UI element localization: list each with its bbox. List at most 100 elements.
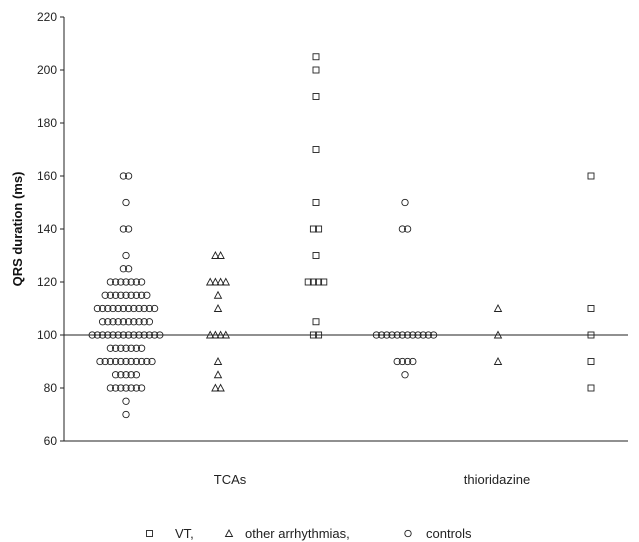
data-point-circle — [132, 371, 141, 379]
data-point-circle — [132, 291, 141, 299]
y-axis-title: QRS duration (ms) — [10, 172, 25, 287]
data-point-circle — [137, 344, 146, 352]
data-point-circle — [145, 318, 154, 326]
data-point-circle — [388, 331, 396, 339]
data-point-circle — [140, 318, 148, 326]
data-point-square — [315, 278, 323, 286]
data-point-square — [315, 225, 323, 233]
data-point-square — [587, 331, 595, 339]
data-point-square — [587, 305, 595, 312]
data-point-square — [312, 66, 320, 74]
data-point-triangle — [205, 277, 215, 286]
y-tick-label: 160 — [37, 169, 57, 183]
data-point-circle — [401, 198, 409, 207]
data-point-circle — [132, 357, 141, 366]
legend-vt-label: VT, — [175, 526, 194, 541]
data-point-circle — [117, 357, 125, 366]
data-point-circle — [111, 291, 120, 299]
data-point-circle — [106, 278, 115, 286]
data-point-circle — [104, 331, 112, 339]
data-point-circle — [117, 278, 125, 286]
data-point-circle — [140, 304, 148, 313]
data-point-triangle — [205, 330, 215, 339]
data-point-circle — [111, 371, 120, 379]
data-point-circle — [143, 357, 151, 366]
data-point-circle — [137, 357, 146, 366]
data-point-circle — [106, 384, 115, 392]
data-point-circle — [124, 225, 133, 233]
data-point-triangle — [216, 330, 225, 339]
data-point-circle — [117, 344, 125, 352]
data-point-triangle — [221, 277, 231, 286]
data-point-square — [312, 199, 320, 206]
data-point-circle — [122, 397, 130, 405]
data-point-circle — [127, 278, 135, 286]
data-point-circle — [119, 172, 128, 180]
data-point-triangle — [216, 383, 225, 392]
data-point-circle — [106, 344, 115, 352]
data-point-square — [320, 278, 328, 286]
data-point-circle — [132, 278, 141, 286]
data-point-circle — [132, 344, 141, 352]
data-point-circle — [424, 331, 433, 339]
data-point-circle — [393, 357, 401, 366]
data-point-triangle — [213, 357, 223, 365]
data-point-square — [304, 278, 312, 286]
data-point-circle — [414, 331, 422, 339]
data-point-circle — [93, 331, 102, 339]
data-point-circle — [377, 331, 386, 339]
data-point-circle — [111, 278, 120, 286]
data-point-circle — [98, 331, 107, 339]
data-point-circle — [114, 304, 122, 313]
data-point-circle — [122, 357, 130, 366]
data-point-circle — [88, 331, 96, 339]
data-point-triangle — [493, 330, 503, 339]
y-tick-label: 100 — [37, 328, 57, 342]
data-point-square — [315, 331, 323, 339]
data-point-circle — [114, 318, 122, 326]
y-tick-label: 60 — [44, 434, 58, 448]
data-point-circle — [429, 331, 438, 339]
data-point-circle — [122, 198, 130, 207]
data-point-circle — [127, 344, 135, 352]
data-point-triangle — [216, 251, 225, 259]
data-point-circle — [401, 371, 409, 379]
data-point-circle — [143, 291, 151, 299]
data-point-circle — [119, 265, 128, 273]
data-point-square — [587, 358, 595, 365]
data-point-circle — [124, 318, 133, 326]
data-point-circle — [148, 357, 156, 366]
data-point-circle — [98, 304, 107, 313]
data-point-circle — [96, 357, 104, 366]
data-point-triangle — [211, 330, 220, 339]
data-point-circle — [119, 225, 128, 233]
data-point-circle — [398, 331, 407, 339]
data-point-circle — [119, 304, 128, 313]
data-point-square — [312, 318, 320, 326]
data-point-triangle — [211, 383, 220, 392]
data-point-circle — [409, 357, 417, 366]
data-point-circle — [140, 331, 148, 339]
data-point-circle — [104, 304, 112, 313]
data-points — [88, 53, 595, 419]
data-point-circle — [127, 371, 135, 379]
data-point-circle — [145, 331, 154, 339]
data-point-circle — [127, 384, 135, 392]
data-point-circle — [419, 331, 427, 339]
group-label-tcas: TCAs — [214, 472, 247, 487]
data-point-circle — [127, 291, 135, 299]
data-point-triangle — [211, 277, 220, 286]
data-point-triangle — [493, 357, 503, 365]
data-point-circle — [122, 344, 130, 352]
data-point-circle — [127, 357, 135, 366]
data-point-circle — [117, 384, 125, 392]
data-point-circle — [101, 357, 109, 366]
data-point-circle — [398, 357, 407, 366]
data-point-circle — [111, 357, 120, 366]
legend: VT, other arrhythmias, controls — [146, 526, 472, 541]
data-point-circle — [135, 318, 143, 326]
data-point-triangle — [213, 304, 223, 312]
data-point-triangle — [216, 277, 225, 286]
data-point-circle — [137, 278, 146, 286]
